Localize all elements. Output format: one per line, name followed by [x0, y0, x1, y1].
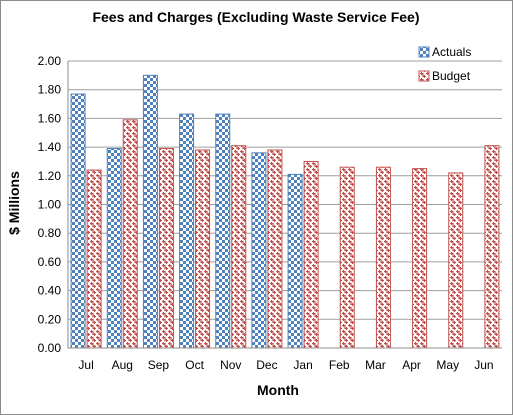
y-tick-label: 0.00 — [38, 341, 62, 355]
y-tick-label: 0.20 — [38, 312, 62, 326]
y-tick-label: 0.60 — [38, 255, 62, 269]
x-tick-label: Sep — [148, 358, 170, 372]
x-tick-label: Dec — [256, 358, 277, 372]
y-tick-label: 0.40 — [38, 284, 62, 298]
y-tick-labels: 0.00 0.20 0.40 0.60 0.80 1.00 1.20 1.40 1.60 1.80… — [38, 54, 62, 355]
bar-budget-dec — [267, 149, 283, 349]
bar-budget-nov — [231, 145, 247, 349]
y-tick-label: 0.80 — [38, 226, 62, 240]
bar-actuals-jul — [70, 93, 86, 349]
legend-label-budget: Budget — [432, 69, 471, 83]
legend: Actuals Budget — [418, 45, 471, 83]
bar-budget-jun — [484, 145, 500, 349]
bars — [70, 74, 500, 349]
bar-budget-may — [448, 172, 464, 349]
x-tick-label: Jul — [78, 358, 93, 372]
y-axis-title: $ Millions — [6, 171, 22, 235]
bar-budget-jul — [86, 169, 102, 349]
gridlines — [68, 60, 502, 320]
bar-budget-apr — [412, 168, 428, 349]
bar-actuals-aug — [106, 148, 122, 349]
x-axis-title: Month — [257, 382, 299, 398]
axes — [67, 61, 502, 349]
y-tick-label: 2.00 — [38, 54, 62, 68]
bar-budget-oct — [195, 149, 211, 349]
x-tick-label: Oct — [185, 358, 204, 372]
bar-budget-sep — [158, 148, 174, 349]
bar-actuals-nov — [215, 113, 231, 349]
bar-budget-jan — [303, 160, 319, 349]
x-tick-label: Mar — [365, 358, 386, 372]
bar-actuals-sep — [142, 74, 158, 349]
y-tick-label: 1.80 — [38, 83, 62, 97]
x-tick-label: Jan — [293, 358, 312, 372]
chart-title: Fees and Charges (Excluding Waste Servic… — [92, 9, 419, 25]
y-tick-label: 1.00 — [38, 198, 62, 212]
y-tick-label: 1.60 — [38, 111, 62, 125]
bar-budget-mar — [375, 166, 391, 349]
x-tick-label: May — [436, 358, 459, 372]
x-tick-label: Feb — [329, 358, 350, 372]
x-tick-label: Apr — [402, 358, 421, 372]
x-tick-labels: Jul Aug Sep Oct Nov Dec Jan Feb Mar Apr May Jun — [78, 358, 493, 372]
bar-budget-feb — [339, 166, 355, 349]
bar-actuals-dec — [251, 152, 267, 349]
x-tick-label: Jun — [474, 358, 493, 372]
y-tick-label: 1.40 — [38, 140, 62, 154]
bar-actuals-jan — [287, 173, 303, 349]
bar-actuals-oct — [179, 113, 195, 349]
y-tick-label: 1.20 — [38, 169, 62, 183]
legend-label-actuals: Actuals — [432, 45, 471, 59]
legend-swatch-actuals — [418, 46, 430, 58]
x-tick-label: Nov — [220, 358, 241, 372]
bar-budget-aug — [122, 119, 138, 349]
x-tick-label: Aug — [112, 358, 133, 372]
legend-swatch-budget — [418, 70, 430, 82]
